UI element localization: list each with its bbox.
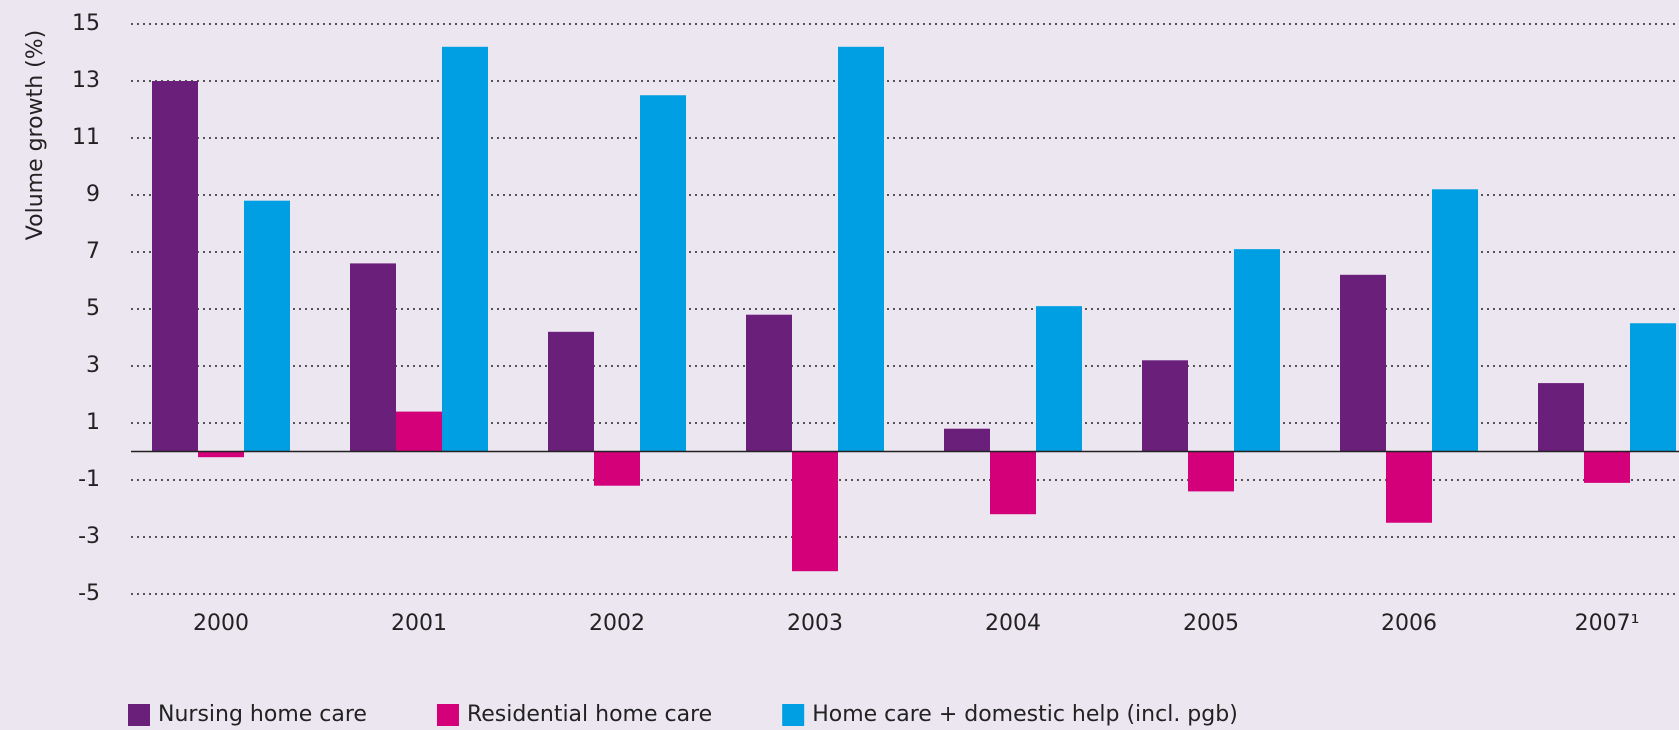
bar — [640, 95, 686, 452]
y-tick-label: -3 — [78, 524, 100, 549]
x-tick-label: 2005 — [1183, 611, 1239, 636]
bar — [1432, 189, 1478, 452]
bar — [396, 411, 442, 452]
x-tick-label: 2007¹ — [1575, 611, 1640, 636]
bar — [198, 451, 244, 458]
y-tick-label: -5 — [78, 581, 100, 606]
y-tick-label: -1 — [78, 467, 100, 492]
bar — [746, 314, 792, 452]
legend-label: Home care + domestic help (incl. pgb) — [812, 702, 1238, 727]
y-tick-label: 13 — [72, 68, 100, 93]
y-tick-label: 11 — [72, 125, 100, 150]
legend-label: Residential home care — [467, 702, 712, 727]
legend-swatch — [436, 704, 459, 726]
x-tick-label: 2001 — [391, 611, 447, 636]
x-tick-label: 2006 — [1381, 611, 1437, 636]
bar — [152, 81, 198, 452]
bar — [1234, 249, 1280, 452]
bar — [792, 451, 838, 572]
bar — [944, 428, 990, 452]
legend-swatch — [782, 704, 805, 726]
x-tick-label: 2004 — [985, 611, 1041, 636]
bar — [1386, 451, 1432, 523]
bar — [594, 451, 640, 486]
bar — [838, 46, 884, 452]
legend-label: Nursing home care — [158, 702, 367, 727]
x-tick-label: 2000 — [193, 611, 249, 636]
x-tick-label: 2003 — [787, 611, 843, 636]
y-tick-label: 7 — [86, 239, 100, 264]
bar — [442, 46, 488, 452]
y-tick-label: 3 — [86, 353, 100, 378]
bar — [1142, 360, 1188, 452]
bar — [1036, 306, 1082, 452]
bar — [244, 200, 290, 452]
bar — [990, 451, 1036, 515]
bar — [1584, 451, 1630, 483]
y-tick-label: 15 — [72, 11, 100, 36]
y-tick-label: 5 — [86, 296, 100, 321]
bar — [1538, 383, 1584, 452]
bar — [1630, 323, 1676, 452]
x-tick-label: 2002 — [589, 611, 645, 636]
y-axis-label: Volume growth (%) — [23, 30, 48, 240]
y-tick-label: 1 — [86, 410, 100, 435]
bar — [350, 263, 396, 452]
legend-swatch — [128, 704, 150, 726]
bar — [1188, 451, 1234, 492]
y-tick-label: 9 — [86, 182, 100, 207]
bar — [548, 331, 594, 452]
bar — [1340, 274, 1386, 452]
